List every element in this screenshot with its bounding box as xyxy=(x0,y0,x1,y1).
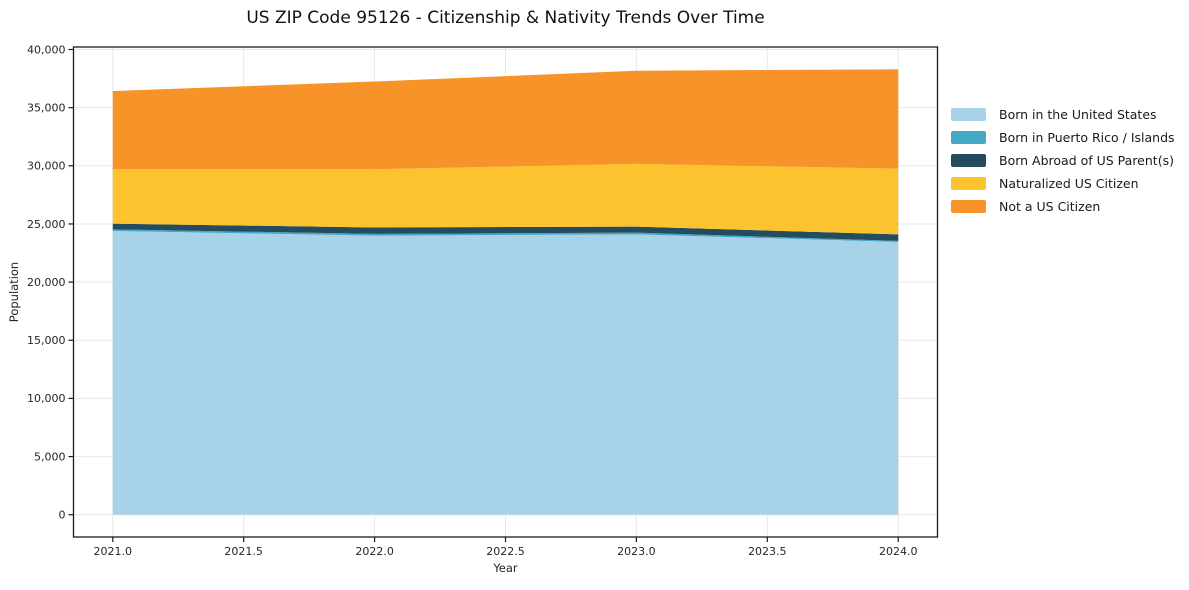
y-tick-label: 0 xyxy=(59,509,66,522)
x-tick-label: 2023.0 xyxy=(617,545,656,558)
x-tick-label: 2021.5 xyxy=(224,545,263,558)
chart-title: US ZIP Code 95126 - Citizenship & Nativi… xyxy=(246,8,765,28)
legend-item: Naturalized US Citizen xyxy=(951,172,1175,195)
y-tick-label: 10,000 xyxy=(27,392,66,405)
y-tick-label: 30,000 xyxy=(27,160,66,173)
legend-item: Born in the United States xyxy=(951,103,1175,126)
x-tick-label: 2023.5 xyxy=(748,545,787,558)
y-tick-label: 35,000 xyxy=(27,101,66,114)
legend-swatch-naturalized xyxy=(951,177,986,190)
y-tick-label: 40,000 xyxy=(27,43,66,56)
legend-swatch-puerto-rico xyxy=(951,131,986,144)
x-tick-label: 2022.0 xyxy=(355,545,394,558)
area-not-a-us-citizen xyxy=(112,69,899,170)
y-tick-label: 25,000 xyxy=(27,218,66,231)
legend-swatch-born-us xyxy=(951,108,986,121)
legend-item: Born Abroad of US Parent(s) xyxy=(951,149,1175,172)
area-naturalized-us-citizen xyxy=(112,163,899,235)
legend-label: Born in Puerto Rico / Islands xyxy=(999,130,1175,145)
x-axis-label: Year xyxy=(493,561,518,575)
legend-swatch-born-abroad xyxy=(951,154,986,167)
legend-label: Naturalized US Citizen xyxy=(999,176,1139,191)
legend-swatch-not-citizen xyxy=(951,200,986,213)
x-tick-label: 2022.5 xyxy=(486,545,525,558)
y-tick-label: 5,000 xyxy=(34,450,66,463)
area-born-abroad-of-us-parent-s- xyxy=(112,223,899,241)
y-axis-label: Population xyxy=(7,261,21,323)
legend-item: Born in Puerto Rico / Islands xyxy=(951,126,1175,149)
x-tick-label: 2021.0 xyxy=(94,545,133,558)
y-tick-label: 15,000 xyxy=(27,334,66,347)
area-born-in-the-united-states xyxy=(112,230,899,515)
legend-label: Born in the United States xyxy=(999,107,1157,122)
legend-label: Born Abroad of US Parent(s) xyxy=(999,153,1174,168)
x-tick-label: 2024.0 xyxy=(879,545,918,558)
legend: Born in the United States Born in Puerto… xyxy=(951,103,1175,218)
y-tick-label: 20,000 xyxy=(27,276,66,289)
legend-item: Not a US Citizen xyxy=(951,195,1175,218)
legend-label: Not a US Citizen xyxy=(999,199,1101,214)
